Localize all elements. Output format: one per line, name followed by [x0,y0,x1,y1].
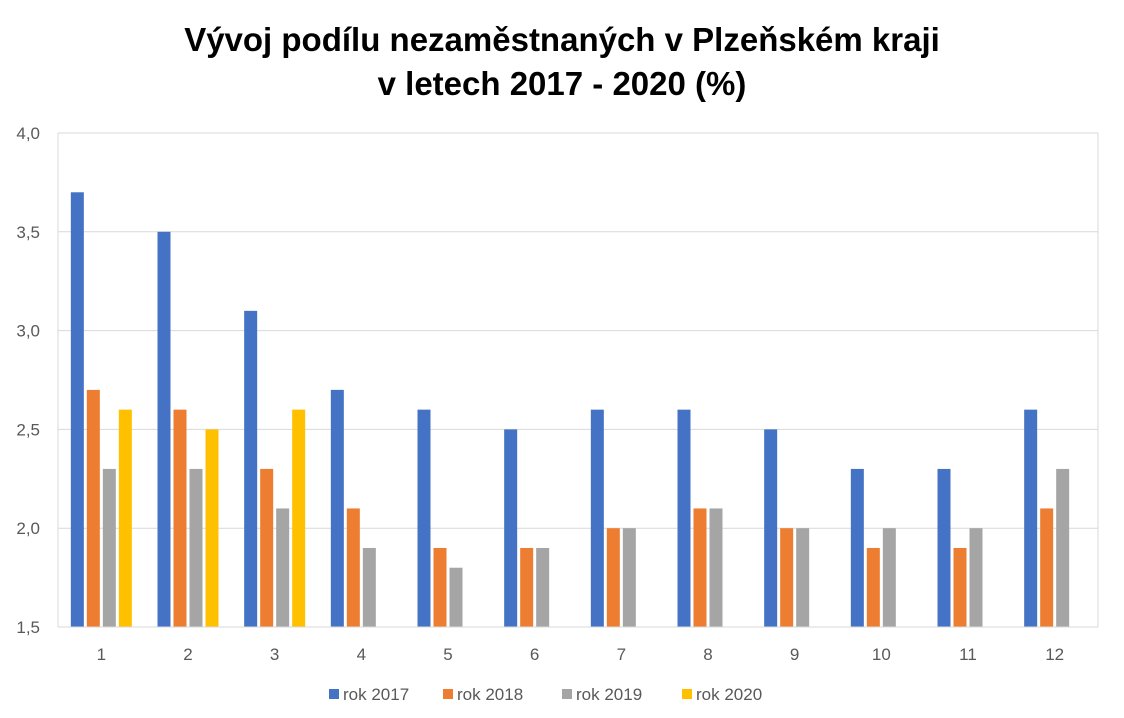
bar [102,468,116,627]
chart-title-line1: Vývoj podílu nezaměstnaných v Plzeňském … [184,21,940,58]
bar [205,429,219,627]
bar [1056,468,1070,627]
bar [709,508,723,627]
bar [606,528,620,627]
legend-label: rok 2020 [696,685,762,704]
bar [86,389,100,627]
y-tick-label: 3,0 [16,322,40,341]
y-tick-label: 1,5 [16,618,40,637]
bar [1024,409,1038,627]
bar [189,468,203,627]
x-tick-label: 12 [1045,645,1064,664]
x-tick-label: 4 [357,645,366,664]
bar [504,429,518,627]
x-tick-label: 8 [703,645,712,664]
bar [346,508,360,627]
bar [433,547,447,627]
y-tick-label: 4,0 [16,124,40,143]
bar [118,409,132,627]
legend-swatch [443,689,453,699]
x-tick-label: 9 [790,645,799,664]
bar [292,409,306,627]
bar [693,508,707,627]
y-tick-label: 2,5 [16,420,40,439]
bar [520,547,534,627]
x-tick-label: 5 [443,645,452,664]
bar [590,409,604,627]
bar [622,528,636,627]
x-tick-label: 7 [617,645,626,664]
x-tick-label: 6 [530,645,539,664]
x-tick-label: 10 [872,645,891,664]
bar [866,547,880,627]
bar [330,389,344,627]
bar [953,547,967,627]
bar [850,468,864,627]
legend-swatch [562,689,572,699]
y-tick-label: 2,0 [16,519,40,538]
bar [882,528,896,627]
bar [244,310,258,627]
legend-label: rok 2018 [457,685,523,704]
bar [677,409,691,627]
bar [780,528,794,627]
bar [362,547,376,627]
bar [417,409,431,627]
x-tick-label: 2 [183,645,192,664]
legend-swatch [682,689,692,699]
bar [276,508,290,627]
bar [173,409,187,627]
x-tick-label: 3 [270,645,279,664]
bar [1040,508,1054,627]
bar [449,567,463,627]
x-tick-label: 1 [97,645,106,664]
chart-title-line2: v letech 2017 - 2020 (%) [377,65,747,102]
bar [764,429,778,627]
bar [937,468,951,627]
bar [157,231,171,628]
bar [969,528,983,627]
legend-label: rok 2019 [576,685,642,704]
bar [70,192,84,627]
legend-swatch [329,689,339,699]
legend-label: rok 2017 [343,685,409,704]
y-tick-label: 3,5 [16,223,40,242]
bar [260,468,274,627]
x-tick-label: 11 [959,645,977,664]
bar [536,547,550,627]
bar [796,528,810,627]
